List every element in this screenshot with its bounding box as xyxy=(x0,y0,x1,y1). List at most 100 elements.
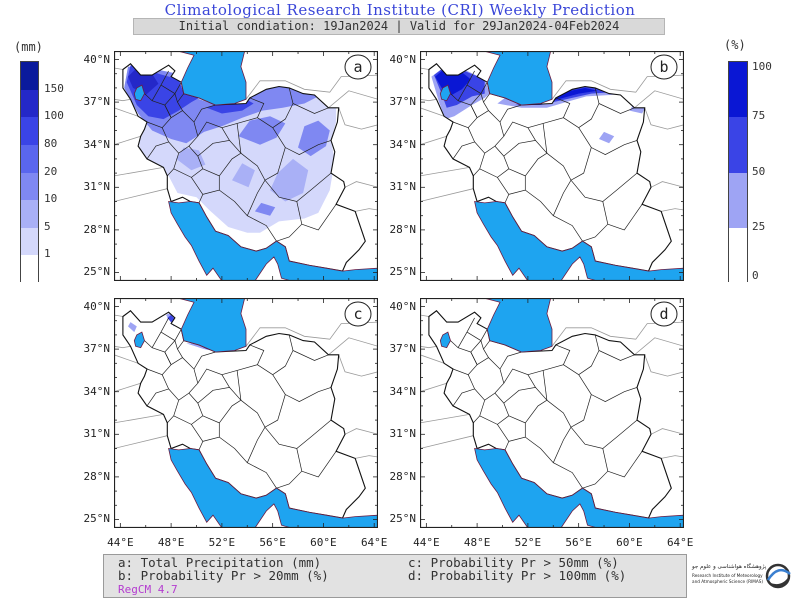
lon-label: 48°E xyxy=(157,536,185,549)
panel-label: c xyxy=(353,305,362,323)
foreign-border xyxy=(420,354,445,364)
province-border xyxy=(508,168,526,195)
province-border xyxy=(236,123,242,154)
province-borders xyxy=(144,317,337,489)
lake-urmia xyxy=(133,331,145,349)
map-frame xyxy=(420,51,684,281)
lat-label: 28°N xyxy=(83,222,111,236)
lat-label: 40°N xyxy=(389,299,417,313)
colorbar-tick-label: 100 xyxy=(44,109,64,123)
lat-label: 34°N xyxy=(83,137,111,151)
province-border xyxy=(563,87,600,129)
foreign-borders xyxy=(420,310,684,459)
colorbar-segment xyxy=(21,172,38,202)
foreign-border xyxy=(420,167,470,177)
panel-label-badge: c xyxy=(344,301,372,327)
colorbar-tick-label: 25 xyxy=(752,219,766,233)
foreign-borders xyxy=(114,310,378,459)
province-borders xyxy=(450,70,643,242)
legend-d: d: Probability Pr > 100mm (%) xyxy=(408,568,627,583)
foreign-border xyxy=(644,107,684,130)
province-border xyxy=(503,121,536,141)
province-border xyxy=(292,103,329,114)
foreign-border xyxy=(114,345,131,349)
precip-area xyxy=(128,322,137,333)
province-border xyxy=(508,415,526,442)
precip-area xyxy=(176,147,206,171)
province-border xyxy=(257,334,294,376)
colorbar-segment xyxy=(21,117,38,146)
precip-area xyxy=(238,116,286,145)
province-border xyxy=(578,127,638,155)
foreign-border xyxy=(650,428,684,435)
province-border xyxy=(193,104,216,123)
panel-label: b xyxy=(659,58,668,76)
map-svg: d xyxy=(420,298,684,528)
foreign-border xyxy=(551,321,684,347)
province-border xyxy=(578,374,638,402)
precip-area xyxy=(599,131,615,144)
lake-urmia xyxy=(439,84,451,102)
colorbar-tick-label: 5 xyxy=(44,219,51,233)
lat-label: 25°N xyxy=(83,265,111,279)
province-border xyxy=(499,104,522,123)
colorbar-tick-label: 150 xyxy=(44,81,64,95)
foreign-border xyxy=(644,354,684,377)
logo-swirl-icon xyxy=(765,563,791,589)
lat-label: 31°N xyxy=(83,180,111,194)
map-frame xyxy=(114,298,378,528)
province-border xyxy=(497,424,510,451)
foreign-border xyxy=(114,188,168,202)
panel-label: a xyxy=(353,58,362,76)
province-border xyxy=(503,387,548,424)
province-border xyxy=(246,427,266,463)
lon-label: 44°E xyxy=(107,536,134,549)
foreign-border xyxy=(245,74,378,100)
persian-gulf xyxy=(168,201,378,281)
province-border xyxy=(497,177,510,204)
lat-label: 37°N xyxy=(83,95,111,109)
province-border xyxy=(236,370,242,401)
colorbar-tick-label: 80 xyxy=(44,136,58,150)
province-border xyxy=(582,201,609,242)
lat-label: 37°N xyxy=(389,342,417,356)
colorbar-tick-label: 0 xyxy=(752,269,759,282)
foreign-border xyxy=(661,455,684,459)
foreign-border xyxy=(245,321,378,347)
colorbar-tick-label: 50 xyxy=(752,164,766,178)
foreign-border xyxy=(420,435,474,449)
province-border xyxy=(276,448,303,489)
map-frame xyxy=(420,298,684,528)
province-border xyxy=(552,427,572,463)
foreign-border xyxy=(114,354,139,364)
persian-gulf xyxy=(168,448,378,528)
foreign-borders xyxy=(114,63,378,212)
colorbar-segment xyxy=(729,227,747,283)
foreign-border xyxy=(344,428,378,435)
map-svg: b xyxy=(420,51,684,281)
province-border xyxy=(164,339,178,365)
province-border xyxy=(264,419,332,449)
colorbar-right xyxy=(728,61,748,283)
province-border xyxy=(193,351,216,370)
caspian-sea xyxy=(463,298,553,353)
persian-gulf xyxy=(474,201,684,281)
lon-label: 56°E xyxy=(565,536,592,549)
foreign-border xyxy=(114,167,164,177)
foreign-border xyxy=(420,414,470,424)
province-border xyxy=(470,92,484,118)
province-border xyxy=(570,172,638,202)
legend-a: a: Total Precipitation (mm) xyxy=(118,555,322,570)
colorbar-segment xyxy=(729,117,747,174)
province-border xyxy=(264,172,332,202)
province-border xyxy=(197,140,242,177)
lat-label: 28°N xyxy=(83,469,111,483)
province-border xyxy=(466,329,488,342)
lat-label: 34°N xyxy=(389,384,417,398)
province-border xyxy=(202,168,220,195)
persian-gulf xyxy=(474,448,684,528)
colorbar-segment xyxy=(21,144,38,174)
province-border xyxy=(167,153,180,177)
lon-label: 60°E xyxy=(616,536,643,549)
province-border xyxy=(292,350,329,361)
